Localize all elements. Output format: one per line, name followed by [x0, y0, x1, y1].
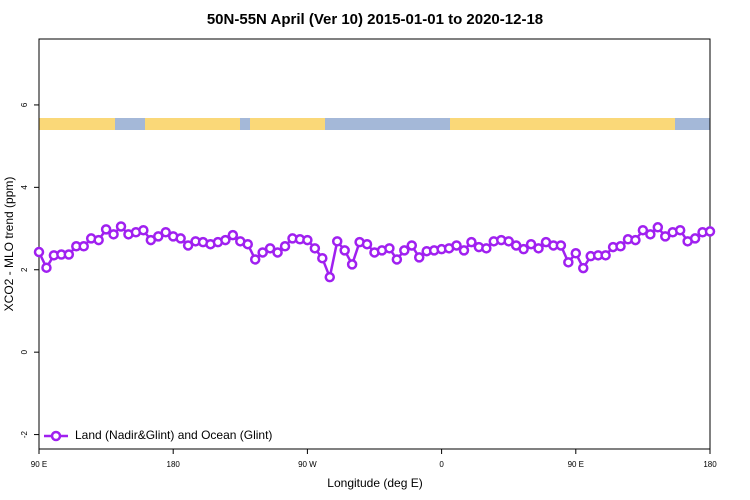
point	[413, 252, 425, 263]
land-ocean-strip	[39, 118, 710, 130]
point	[689, 233, 701, 244]
y-axis-label: XCO2 - MLO trend (ppm)	[2, 177, 16, 312]
plot-frame	[38, 38, 711, 450]
point	[578, 262, 589, 274]
point	[153, 231, 164, 242]
point	[160, 227, 171, 238]
point	[600, 250, 611, 261]
point	[518, 243, 529, 255]
point	[704, 226, 716, 237]
y-tick-label: 2	[20, 267, 29, 272]
point	[339, 245, 350, 256]
point	[525, 238, 537, 250]
point	[615, 241, 626, 252]
point	[220, 234, 231, 246]
point	[264, 243, 276, 254]
point	[645, 229, 656, 240]
point	[242, 238, 254, 250]
point	[630, 234, 641, 246]
point	[391, 254, 403, 265]
point	[674, 224, 686, 236]
point	[533, 243, 544, 254]
legend-label: Land (Nadir&Glint) and Ocean (Glint)	[75, 428, 272, 442]
point	[346, 259, 358, 270]
x-tick-label: 90 W	[298, 460, 317, 469]
point	[100, 224, 112, 235]
point	[570, 248, 582, 259]
point	[78, 241, 89, 252]
x-tick-label: 90 E	[31, 460, 47, 469]
x-tick-label: 0	[439, 460, 444, 469]
legend-marker	[50, 430, 62, 442]
point	[555, 240, 567, 251]
point	[637, 224, 649, 236]
y-tick-label: -2	[20, 430, 29, 438]
point	[41, 262, 52, 273]
point	[458, 245, 470, 256]
point	[33, 246, 45, 258]
point	[399, 245, 410, 256]
point	[309, 243, 321, 254]
point	[406, 240, 418, 251]
point	[324, 271, 336, 283]
point	[466, 236, 477, 248]
point	[138, 224, 149, 236]
point	[108, 229, 119, 240]
point	[63, 249, 75, 260]
y-tick-label: 4	[20, 185, 29, 190]
point	[302, 234, 313, 246]
chart-title: 50N-55N April (Ver 10) 2015-01-01 to 202…	[207, 11, 543, 28]
point	[652, 222, 664, 233]
x-tick-label: 180	[167, 460, 181, 469]
x-tick-label: 180	[703, 460, 717, 469]
point	[257, 247, 268, 258]
point	[563, 257, 574, 268]
point	[182, 240, 194, 251]
point	[503, 236, 514, 247]
point	[93, 234, 104, 246]
point	[249, 254, 261, 265]
x-axis-label: Longitude (deg E)	[327, 476, 422, 490]
point	[115, 221, 127, 232]
point	[660, 231, 671, 242]
point	[227, 229, 239, 241]
y-tick-label: 0	[20, 349, 29, 354]
point	[384, 243, 395, 254]
point	[317, 252, 328, 264]
point	[331, 236, 343, 247]
point	[272, 247, 283, 258]
point	[451, 240, 462, 251]
point	[279, 241, 291, 252]
point	[361, 238, 373, 250]
point	[481, 243, 492, 254]
x-tick-label: 90 E	[568, 460, 584, 469]
point	[175, 233, 186, 244]
y-tick-label: 6	[20, 102, 29, 107]
